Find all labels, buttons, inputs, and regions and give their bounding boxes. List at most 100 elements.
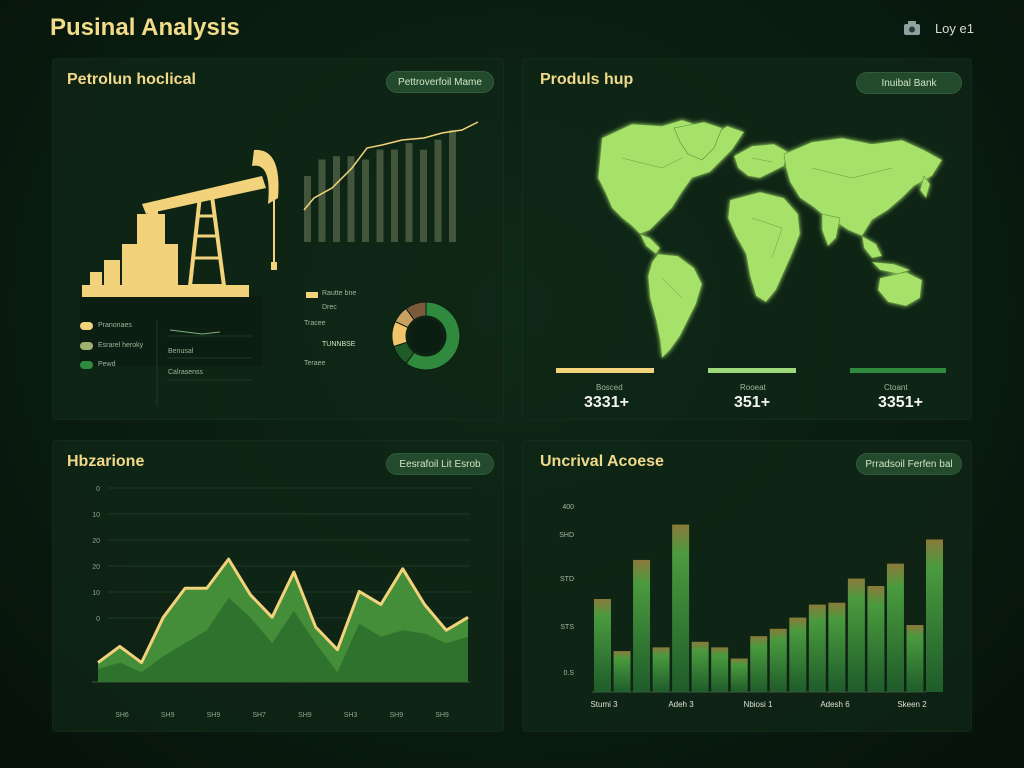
bar <box>730 658 748 692</box>
bar <box>391 149 398 242</box>
horizon-action-button[interactable]: Eesrafoil Lit Esrob <box>386 453 494 475</box>
bar <box>405 143 413 242</box>
products-action-button[interactable]: Inuibal Bank <box>856 72 962 94</box>
pumpjack-icon <box>80 149 279 366</box>
bar <box>333 156 340 242</box>
area-line <box>97 557 469 665</box>
europe <box>733 143 789 179</box>
x-tick: SH9 <box>389 712 403 719</box>
area-series <box>98 597 468 682</box>
legend-swatch <box>80 322 93 330</box>
mini-row-label: Benusal <box>168 348 194 355</box>
y-tick: STD <box>560 576 574 583</box>
stat-caption: Bosced <box>596 383 623 392</box>
bar <box>789 617 807 692</box>
panel-title-petroleum: Petrolun hoclical <box>67 71 196 88</box>
bar <box>691 641 709 692</box>
access-action-button[interactable]: Prradsoil Ferfen bal <box>856 453 962 475</box>
bar <box>362 159 369 242</box>
donut-legend-label: Tracee <box>304 320 326 327</box>
area-chart: 0 10 20 20 10 0 SH6 SH9 SH9 SH7 SH9 SH3 SH9 SH9 <box>92 486 470 719</box>
x-tick: SH9 <box>161 712 175 719</box>
legend-swatch <box>80 361 93 369</box>
south-america <box>647 253 703 359</box>
bar <box>672 524 690 692</box>
y-tick: 0.S <box>563 670 574 677</box>
greenland <box>673 121 723 161</box>
stat-caption: Ctoant <box>884 383 908 392</box>
bar <box>449 129 456 242</box>
bar <box>376 149 384 242</box>
x-tick: Stumi 3 <box>590 700 618 709</box>
north-america <box>597 119 745 235</box>
stat-bar <box>850 368 946 373</box>
bar <box>926 539 943 692</box>
y-tick: 10 <box>92 512 100 519</box>
bar <box>828 602 846 692</box>
x-tick: SH9 <box>207 712 221 719</box>
petroleum-action-button[interactable]: Pettroverfoil Mame <box>386 71 494 93</box>
grid-lines <box>156 320 252 406</box>
bar <box>886 563 904 692</box>
bar <box>347 156 355 242</box>
y-tick: STS <box>560 624 574 631</box>
panel-title-horizon: Hbzarione <box>67 453 145 470</box>
camera-icon <box>903 21 920 35</box>
y-tick: 0 <box>96 616 100 623</box>
legend-label: Pewd <box>98 361 116 368</box>
trend-line <box>303 121 479 211</box>
user-menu[interactable]: Loy e1 <box>903 20 974 36</box>
donut-slice <box>405 301 461 371</box>
donut-legend-label: Rautte bne <box>322 290 357 297</box>
legend-swatch <box>306 292 318 298</box>
central-america <box>639 233 661 255</box>
bar <box>318 159 326 242</box>
india <box>821 213 841 247</box>
stat-caption: Rooeat <box>740 383 766 392</box>
y-tick: 400 <box>562 504 574 511</box>
donut-hole <box>408 318 444 354</box>
y-tick: SHD <box>559 532 574 539</box>
australia <box>877 271 923 307</box>
petroleum-graphics <box>80 121 479 406</box>
y-tick: 0 <box>96 486 100 493</box>
legend-label: Pranonaes <box>98 322 132 329</box>
stat-value: 3331+ <box>584 394 629 411</box>
bar <box>594 599 611 692</box>
bar <box>613 651 631 692</box>
y-tick: 10 <box>92 590 100 597</box>
donut-legend-label: TUNNBSE <box>322 341 356 348</box>
bar <box>906 625 924 692</box>
bar <box>304 176 311 242</box>
bar <box>420 149 427 242</box>
bar <box>711 647 729 692</box>
x-tick: Adeh 3 <box>668 700 694 709</box>
donut-slice <box>405 301 427 321</box>
y-tick: 20 <box>92 538 100 545</box>
x-tick: Adesh 6 <box>820 700 850 709</box>
products-panel: Produls hup Inuibal Bank <box>522 58 972 420</box>
indonesia <box>871 261 911 275</box>
mini-row-label: Calrasenss <box>168 369 204 376</box>
bar <box>847 578 865 692</box>
southeast-asia <box>861 235 883 259</box>
donut-legend-label: Drec <box>322 304 337 311</box>
horizon-panel: Hbzarione Eesrafoil Lit Esrob 0 10 20 20 10 0… <box>52 440 504 732</box>
bar <box>652 647 670 692</box>
page-title: Pusinal Analysis <box>50 14 240 41</box>
stat-bar <box>556 368 654 373</box>
japan <box>919 175 931 199</box>
y-tick: 20 <box>92 564 100 571</box>
x-tick: SH9 <box>435 712 449 719</box>
panel-title-products: Produls hup <box>540 71 634 88</box>
bar <box>434 139 442 242</box>
world-map <box>556 119 946 373</box>
bar-chart: 400 SHD STD STS 0.S Stumi 3 Adeh 3 Nbiosi 1 Ades… <box>559 504 943 709</box>
bar <box>867 585 885 692</box>
legend-swatch <box>80 342 93 350</box>
x-tick: SH3 <box>344 712 358 719</box>
user-label: Loy e1 <box>934 20 974 36</box>
x-tick: SH7 <box>252 712 266 719</box>
x-tick: Skeen 2 <box>897 700 927 709</box>
asia <box>783 137 943 237</box>
